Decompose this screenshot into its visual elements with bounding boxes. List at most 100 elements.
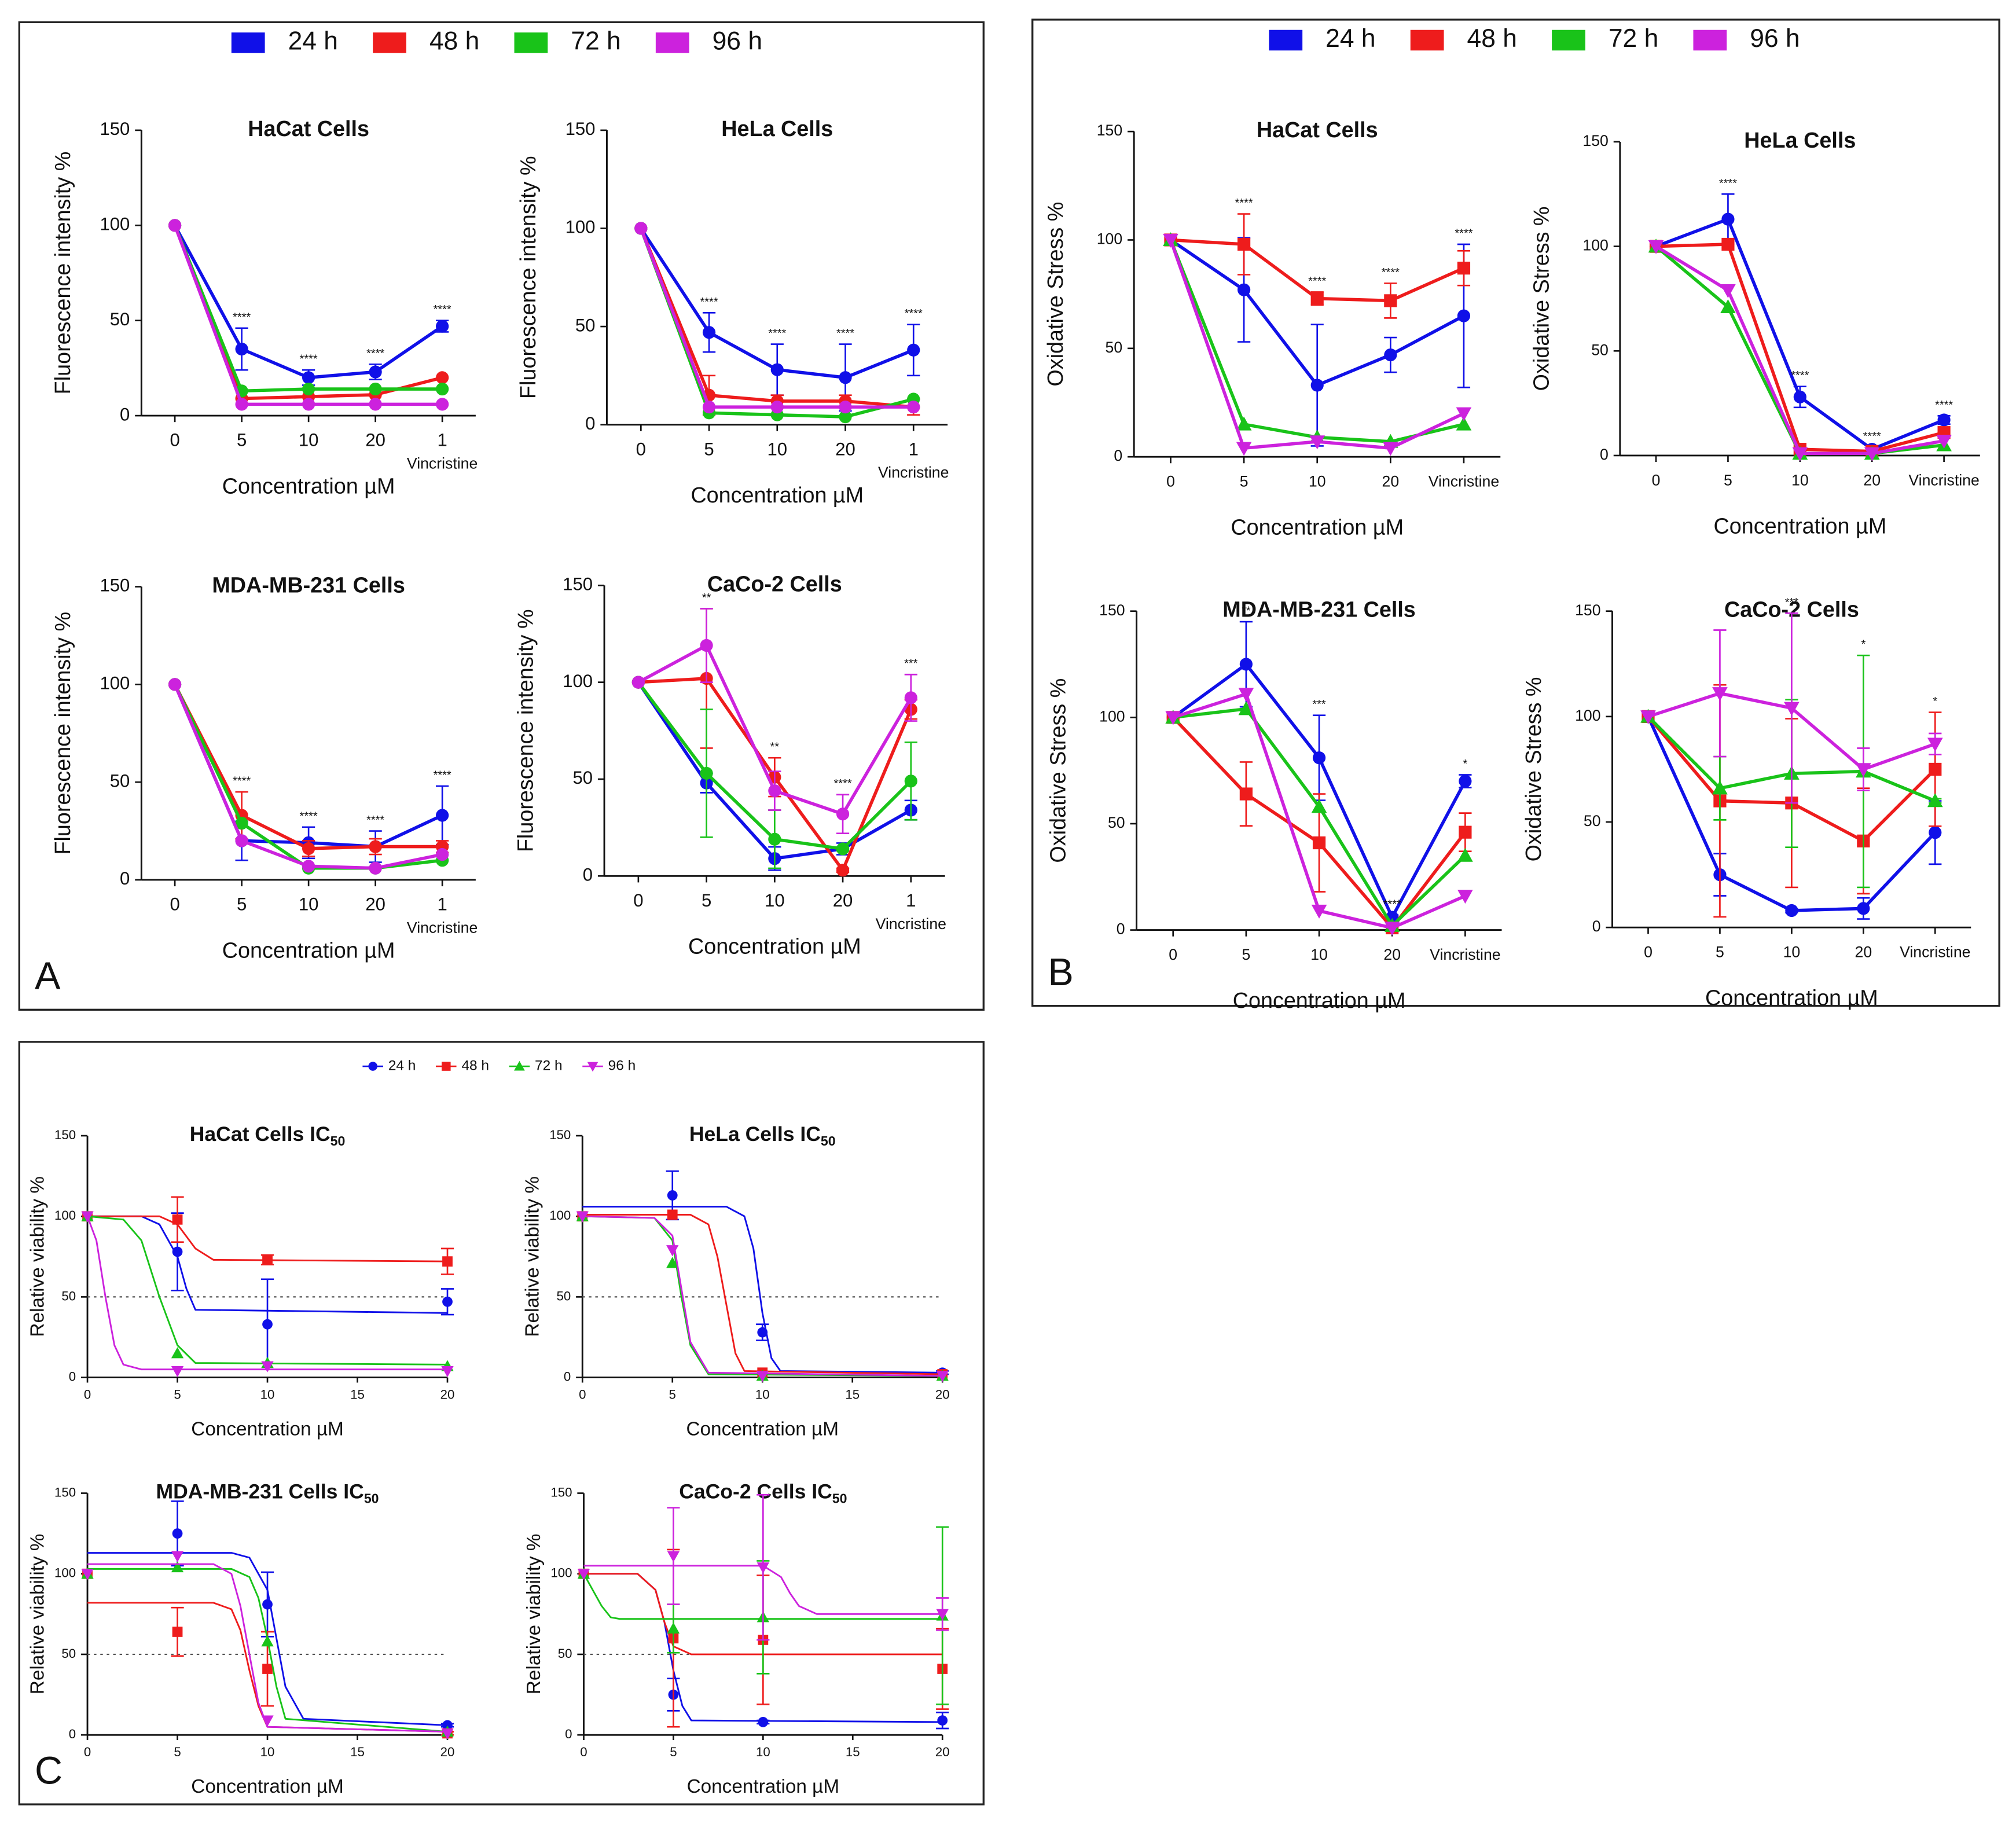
marker — [168, 678, 182, 691]
marker — [302, 860, 315, 873]
marker — [936, 1371, 949, 1382]
chart: HeLa Cells 0 50 100 150 0 5 10 20 Vincristine Conc… — [1530, 129, 1980, 538]
legend-swatch — [655, 32, 689, 53]
x-tick-label: 1 — [909, 439, 919, 459]
marker — [667, 1551, 680, 1562]
x-tick-label: 5 — [1240, 473, 1248, 490]
x-tick-label: 0 — [1166, 473, 1175, 490]
y-tick-label: 50 — [1108, 814, 1125, 831]
legend-label: 24 h — [388, 1058, 416, 1074]
y-axis-label: Oxidative Stress % — [1530, 206, 1554, 391]
marker — [839, 400, 852, 414]
x-tick-label: 5 — [237, 894, 247, 915]
y-tick-label: 0 — [120, 404, 130, 424]
x-axis-label: Concentration µM — [691, 483, 864, 508]
y-tick-label: 100 — [1099, 707, 1125, 725]
marker — [666, 1245, 679, 1257]
marker — [756, 1371, 769, 1382]
x-axis-label: Concentration µM — [1713, 514, 1886, 538]
x-tick-label: 15 — [846, 1745, 860, 1759]
y-axis-label: Relative viability % — [523, 1534, 545, 1695]
marker — [667, 1622, 680, 1634]
x-tick-label: 5 — [670, 1745, 677, 1759]
x-tick-label: Vincristine — [1429, 473, 1499, 490]
marker — [666, 1257, 679, 1268]
y-axis-label: Oxidative Stress % — [1044, 202, 1068, 387]
chart-title: CaCo-2 Cells IC50 — [679, 1480, 847, 1506]
legend-swatch — [1693, 30, 1727, 51]
marker — [81, 1211, 94, 1223]
marker — [1784, 702, 1800, 716]
marker — [1239, 787, 1253, 801]
x-tick-label: 5 — [1242, 946, 1250, 963]
panel-label: C — [35, 1749, 63, 1792]
legend-swatch — [514, 32, 548, 53]
significance-label: **** — [1235, 197, 1253, 210]
marker — [1648, 240, 1664, 254]
y-tick-label: 50 — [558, 1646, 572, 1661]
marker — [1857, 902, 1870, 915]
marker — [1236, 442, 1252, 456]
marker — [1237, 237, 1251, 251]
y-tick-label: 50 — [1584, 812, 1601, 830]
x-tick-label: 10 — [1310, 946, 1328, 963]
marker — [1457, 309, 1471, 322]
marker — [442, 1720, 453, 1731]
x-tick-label: 10 — [1783, 944, 1801, 961]
chart: HaCat Cells 0 50 100 150 0 5 10 20 Vincristine Con… — [1044, 118, 1501, 540]
marker — [369, 365, 382, 379]
x-tick-label: 0 — [84, 1745, 91, 1759]
marker — [171, 1561, 184, 1573]
x-tick-label: 0 — [170, 430, 179, 450]
marker — [172, 1627, 183, 1637]
significance-label: **** — [434, 769, 451, 781]
x-tick-label: 1 — [437, 894, 447, 915]
marker — [587, 1062, 598, 1072]
x-tick-label: 0 — [579, 1388, 586, 1402]
x-axis-label: Concentration µM — [191, 1776, 343, 1797]
marker — [369, 398, 382, 411]
significance-label: **** — [700, 296, 718, 309]
marker — [1384, 294, 1397, 307]
y-tick-label: 100 — [1575, 707, 1600, 724]
x-tick-label: Vincristine — [1430, 946, 1500, 963]
x-tick-label: 10 — [765, 890, 785, 911]
significance-label: **** — [1791, 369, 1809, 382]
marker — [1457, 890, 1473, 904]
legend-swatch — [231, 32, 265, 53]
marker — [770, 400, 784, 414]
significance-label: * — [1463, 758, 1468, 770]
significance-label: ** — [770, 741, 780, 754]
marker — [436, 371, 449, 384]
x-tick-label: 15 — [845, 1388, 860, 1402]
x-tick-label: 20 — [935, 1388, 950, 1402]
marker — [302, 398, 315, 411]
marker — [768, 784, 781, 798]
title-subscript: 50 — [364, 1491, 379, 1506]
x-tick-label: 20 — [835, 439, 855, 459]
panel-frame — [18, 21, 985, 1011]
fit-curve — [582, 1206, 943, 1374]
x-tick-label: 0 — [84, 1388, 91, 1402]
marker — [1311, 799, 1327, 813]
marker — [936, 1609, 949, 1620]
y-tick-label: 0 — [1114, 447, 1122, 464]
significance-label: *** — [1312, 698, 1326, 711]
y-tick-label: 100 — [1582, 237, 1608, 254]
x-axis-label: Concentration µM — [222, 938, 395, 963]
marker — [1384, 348, 1397, 362]
marker — [1712, 687, 1728, 702]
significance-label: **** — [233, 775, 251, 788]
marker — [261, 1361, 274, 1372]
marker — [1238, 701, 1254, 715]
y-axis-label: Oxidative Stress % — [1046, 678, 1070, 863]
chart-title: MDA-MB-231 Cells IC50 — [156, 1480, 379, 1506]
y-tick-label: 150 — [1099, 601, 1125, 619]
marker — [839, 371, 852, 384]
x-axis-label: Concentration µM — [1231, 516, 1404, 540]
y-tick-label: 0 — [564, 1369, 571, 1383]
fit-curve — [86, 1216, 448, 1371]
marker — [1721, 212, 1735, 226]
